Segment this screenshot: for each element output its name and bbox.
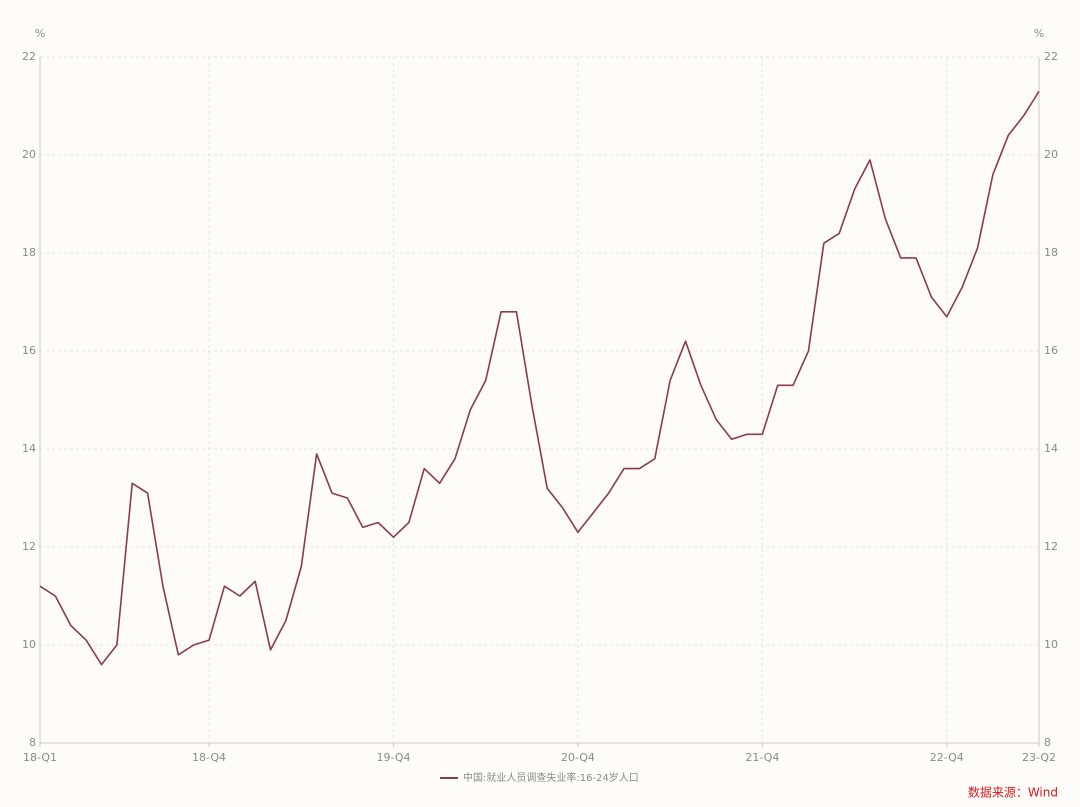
x-tick-label: 22-Q4	[930, 751, 964, 764]
y2-tick-label: 14	[1044, 442, 1058, 455]
legend-label: 中国:就业人员调查失业率:16-24岁人口	[463, 771, 639, 784]
x-tick-label: 18-Q1	[23, 751, 57, 764]
y2-tick-label: 8	[1044, 736, 1051, 749]
x-tick-label: 23-Q2	[1022, 751, 1056, 764]
y2-tick-label: 10	[1044, 638, 1058, 651]
y-tick-label: 16	[22, 344, 36, 357]
x-tick-label: 21-Q4	[745, 751, 779, 764]
y-tick-label: 10	[22, 638, 36, 651]
y2-tick-label: 16	[1044, 344, 1058, 357]
y2-unit: %	[1034, 27, 1044, 40]
source: 数据来源：Wind	[968, 785, 1058, 800]
y2-tick-label: 20	[1044, 148, 1058, 161]
y-tick-label: 14	[22, 442, 36, 455]
y2-tick-label: 18	[1044, 246, 1058, 259]
y-tick-label: 8	[29, 736, 36, 749]
y-tick-label: 12	[22, 540, 36, 553]
x-tick-label: 20-Q4	[561, 751, 595, 764]
y-tick-label: 18	[22, 246, 36, 259]
y-tick-label: 22	[22, 50, 36, 63]
y2-tick-label: 12	[1044, 540, 1058, 553]
x-tick-label: 18-Q4	[192, 751, 226, 764]
y-tick-label: 20	[22, 148, 36, 161]
line-series	[39, 90, 1040, 666]
x-tick-label: 19-Q4	[376, 751, 410, 764]
y-unit: %	[35, 27, 45, 40]
y2-tick-label: 22	[1044, 50, 1058, 63]
